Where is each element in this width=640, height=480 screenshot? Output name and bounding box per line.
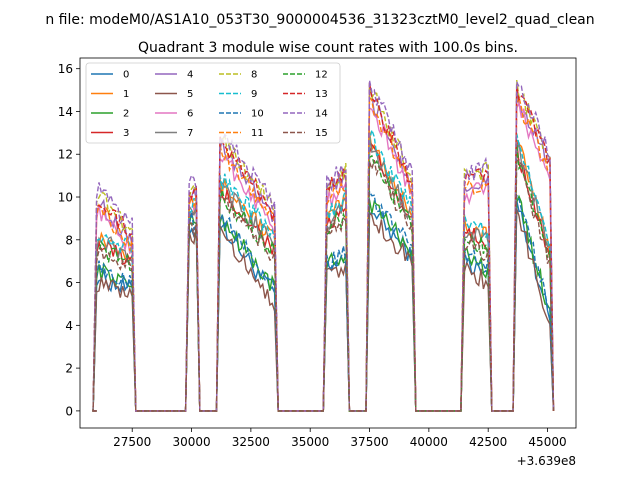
x-tick-label: 35000: [291, 435, 329, 449]
legend-label-15: 15: [315, 128, 328, 139]
chart-title: Quadrant 3 module wise count rates with …: [138, 40, 518, 56]
legend-label-8: 8: [251, 70, 257, 81]
legend-label-5: 5: [187, 89, 193, 100]
legend-label-1: 1: [123, 89, 129, 100]
x-tick-label: 40000: [410, 435, 448, 449]
x-axis-offset-label: +3.639e8: [517, 454, 576, 468]
series-line-10: [92, 189, 555, 412]
series-line-8: [92, 80, 555, 412]
x-tick-label: 27500: [113, 435, 151, 449]
y-tick-label: 16: [58, 62, 73, 76]
y-tick-label: 14: [58, 105, 73, 119]
series-line-13: [92, 82, 555, 412]
legend-label-14: 14: [315, 109, 328, 120]
legend-label-9: 9: [251, 89, 257, 100]
legend-label-6: 6: [187, 109, 193, 120]
series-layer: [92, 80, 555, 412]
legend-label-4: 4: [187, 70, 193, 81]
legend-label-13: 13: [315, 89, 328, 100]
legend-label-11: 11: [251, 128, 264, 139]
legend-label-10: 10: [251, 109, 264, 120]
series-line-11: [92, 95, 555, 412]
x-axis-ticks: 27500 30000 32500 35000 37500 40000 42500 45000: [113, 428, 567, 449]
legend-label-7: 7: [187, 128, 193, 139]
figure-suptitle: n file: modeM0/AS1A10_053T30_9000004536_…: [45, 12, 594, 28]
legend-label-3: 3: [123, 128, 129, 139]
y-tick-label: 2: [65, 362, 73, 376]
y-tick-label: 4: [65, 319, 73, 333]
legend-label-12: 12: [315, 70, 328, 81]
series-line-14: [92, 80, 555, 412]
plot-frame: [79, 57, 577, 429]
x-tick-label: 32500: [232, 435, 270, 449]
y-axis-ticks: 0 2 4 6 8 10 12 14 16: [58, 62, 80, 418]
legend-label-2: 2: [123, 109, 129, 120]
y-tick-label: 8: [65, 233, 73, 247]
y-tick-label: 0: [65, 404, 73, 418]
y-tick-label: 12: [58, 148, 73, 162]
legend-frame: [85, 62, 341, 144]
x-tick-label: 45000: [528, 435, 566, 449]
y-tick-label: 6: [65, 276, 73, 290]
series-line-15: [92, 158, 555, 412]
x-tick-label: 42500: [469, 435, 507, 449]
x-tick-label: 37500: [350, 435, 388, 449]
series-line-12: [92, 144, 555, 412]
x-tick-label: 30000: [172, 435, 210, 449]
legend-label-0: 0: [123, 70, 129, 81]
y-tick-label: 10: [58, 191, 73, 205]
